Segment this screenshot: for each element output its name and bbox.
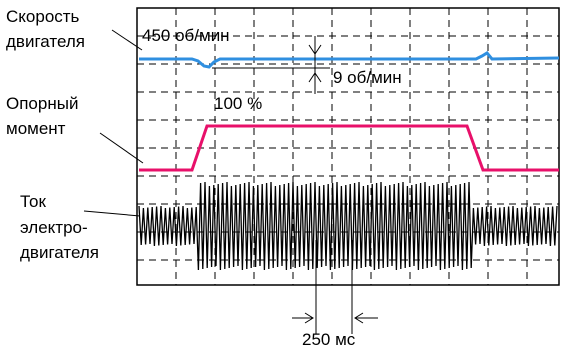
time-interval-marker [292, 240, 378, 334]
speed-value: 450 об/мин [142, 26, 230, 45]
speed-label: Скорость двигателя [6, 7, 85, 51]
speed-dip-value: 9 об/мин [333, 68, 402, 87]
label-leaders [83, 29, 144, 217]
torque-trace [139, 124, 559, 172]
torque-value: 100 % [214, 94, 262, 113]
torque-label: Опорный момент [6, 94, 83, 138]
current-label: Ток электро- двигателя [20, 192, 99, 262]
scope-frame [136, 7, 560, 286]
current-trace [138, 181, 558, 271]
speed-dip-marker [212, 36, 330, 94]
speed-trace [139, 51, 560, 69]
time-interval-value: 250 мс [302, 330, 356, 349]
